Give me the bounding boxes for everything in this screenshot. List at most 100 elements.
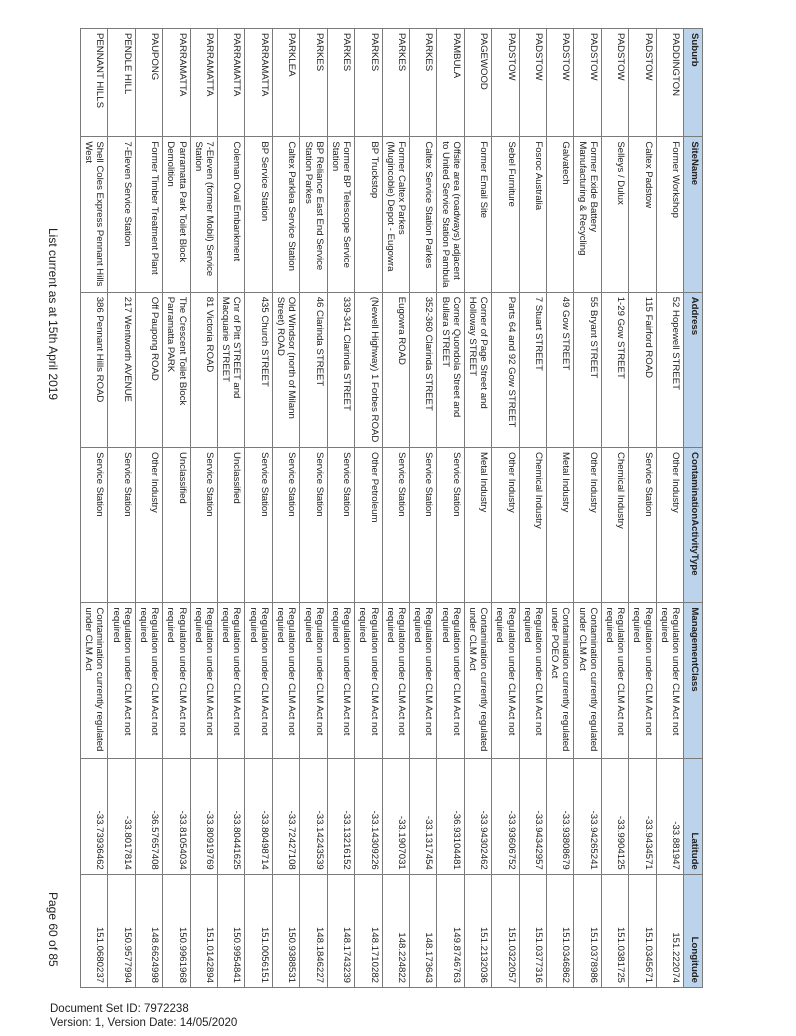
table-row: PARKES Former Caltex Parkes (Mugincoble) … — [382, 28, 410, 988]
longitude-cell: 148.6624998 — [135, 874, 163, 988]
suburb-cell: PARRAMATTA — [162, 28, 191, 137]
suburb-cell: PAMBULA — [436, 28, 465, 137]
suburb-cell: PAUPONG — [135, 28, 163, 137]
site-name-cell: 7-Eleven Service Station — [107, 136, 136, 293]
address-cell: 352-360 Clarinda STREET — [409, 292, 437, 448]
site-name-cell: Caltex Padstow — [628, 136, 657, 293]
activity-type-cell: Other Industry — [656, 447, 684, 603]
management-class-cell: Contamination currently regulated under … — [80, 602, 108, 759]
latitude-cell: -33.8017814 — [107, 758, 136, 875]
site-name-cell: Former Exide Battery Manufacturing & Rec… — [573, 136, 602, 293]
site-name-cell: Offsite area (roadways) adjacent to Unit… — [436, 136, 465, 293]
table-row: PADSTOW Galvatech 49 Gow STREET Metal Indus… — [546, 28, 574, 988]
longitude-cell: 148.173643 — [409, 874, 437, 988]
latitude-cell: -33.9904125 — [601, 758, 629, 875]
latitude-cell: -33.13216152 — [327, 758, 355, 875]
management-class-cell: Regulation under CLM Act not required — [409, 602, 437, 759]
site-name-cell: Caltex Service Station Parkes — [409, 136, 437, 293]
management-class-cell: Regulation under CLM Act not required — [217, 602, 245, 759]
site-name-cell: Former Workshop — [656, 136, 684, 293]
management-class-cell: Contamination currently regulated under … — [546, 602, 574, 759]
latitude-cell: -33.94265241 — [573, 758, 602, 875]
activity-type-cell: Service Station — [327, 447, 355, 603]
table-row: PADSTOW Sebel Furniture Parts 64 and 92 Go… — [491, 28, 520, 988]
site-name-cell: BP Reliance East End Service Station Par… — [299, 136, 328, 293]
latitude-cell: -33.1907031 — [382, 758, 410, 875]
suburb-cell: PENNANT HILLS — [80, 28, 108, 137]
suburb-cell: PADSTOW — [601, 28, 629, 137]
activity-type-cell: Other Petroleum — [354, 447, 383, 603]
contaminated-sites-table: Suburb SiteName Address ContaminationAct… — [80, 28, 703, 988]
site-name-cell: BP Service Station — [245, 136, 273, 293]
address-cell: 52 Hopewell STREET — [656, 292, 684, 448]
longitude-cell: 151.0346862 — [546, 874, 574, 988]
longitude-cell: 151.222074 — [656, 874, 684, 988]
table-row: PARKES Former BP Telescope Service Statio… — [327, 28, 355, 988]
latitude-cell: -33.1317454 — [409, 758, 437, 875]
site-name-cell: Coleman Oval Embankment — [217, 136, 245, 293]
site-name-cell: BP Truckstop — [354, 136, 383, 293]
document-footer: Document Set ID: 7972238 Version: 1, Ver… — [50, 1002, 237, 1030]
latitude-cell: -33.94342957 — [519, 758, 547, 875]
address-cell: 46 Clarinda STREET — [299, 292, 328, 448]
activity-type-cell: Service Station — [436, 447, 465, 603]
activity-type-cell: Service Station — [299, 447, 328, 603]
latitude-cell: -33.73936462 — [80, 758, 108, 875]
management-class-cell: Regulation under CLM Act not required — [436, 602, 465, 759]
table-row: PENDLE HILL 7-Eleven Service Station 217 W… — [107, 28, 136, 988]
latitude-cell: -33.80498714 — [245, 758, 273, 875]
longitude-cell: 148.1846227 — [299, 874, 328, 988]
address-cell: 435 Church STREET — [245, 292, 273, 448]
activity-type-cell: Service Station — [80, 447, 108, 603]
contaminated-sites-table-wrapper: Suburb SiteName Address ContaminationAct… — [80, 28, 703, 988]
activity-type-cell: Other Industry — [491, 447, 520, 603]
activity-type-cell: Unclassified — [162, 447, 191, 603]
site-name-cell: Caltex Parklea Service Station — [272, 136, 300, 293]
suburb-cell: PARKLEA — [272, 28, 300, 137]
address-cell: Parts 64 and 92 Gow STREET — [491, 292, 520, 448]
management-class-cell: Regulation under CLM Act not required — [354, 602, 383, 759]
latitude-cell: -33.881947 — [656, 758, 684, 875]
management-class-cell: Contamination currently regulated under … — [573, 602, 602, 759]
longitude-cell: 150.9577994 — [107, 874, 136, 988]
address-cell: 49 Gow STREET — [546, 292, 574, 448]
suburb-cell: PARKES — [382, 28, 410, 137]
table-row: PADSTOW Selleys / Dulux 1-29 Gow STREET Che… — [601, 28, 629, 988]
longitude-cell: 150.9961968 — [162, 874, 191, 988]
address-cell: Old Windsor (north of Milann Street) ROA… — [272, 292, 300, 448]
address-cell: 115 Fairford ROAD — [628, 292, 657, 448]
management-class-cell: Regulation under CLM Act not required — [135, 602, 163, 759]
table-row: PARRAMATTA Parramatta Park Toilet Block D… — [162, 28, 191, 988]
address-cell: Cnr of Pitt STREET and Macquarie STREET — [217, 292, 245, 448]
latitude-cell: -33.14243539 — [299, 758, 328, 875]
management-class-cell: Regulation under CLM Act not required — [190, 602, 218, 759]
address-cell: (Newell Highway) 1 Forbes ROAD — [354, 292, 383, 448]
suburb-cell: PADSTOW — [628, 28, 657, 137]
latitude-cell: -33.93808679 — [546, 758, 574, 875]
address-cell: Corner of Page Street and Holloway STREE… — [464, 292, 492, 448]
suburb-cell: PARRAMATTA — [217, 28, 245, 137]
table-row: PADSTOW Former Exide Battery Manufacturin… — [573, 28, 602, 988]
table-row: PARKES Caltex Service Station Parkes 352-3… — [409, 28, 437, 988]
management-class-cell: Regulation under CLM Act not required — [519, 602, 547, 759]
table-row: PARRAMATTA BP Service Station 435 Church S… — [245, 28, 273, 988]
column-header: Latitude — [683, 758, 703, 875]
longitude-cell: 151.0377316 — [519, 874, 547, 988]
latitude-cell: -36.93104481 — [436, 758, 465, 875]
address-cell: 7 Stuart STREET — [519, 292, 547, 448]
longitude-cell: 151.0345671 — [628, 874, 657, 988]
address-cell: 339-341 Clarinda STREET — [327, 292, 355, 448]
table-row: PADSTOW Caltex Padstow 115 Fairford ROAD Se… — [628, 28, 657, 988]
activity-type-cell: Chemical Industry — [519, 447, 547, 603]
suburb-cell: PADDINGTON — [656, 28, 684, 137]
address-cell: Corner Quondola Street and Bullara STREE… — [436, 292, 465, 448]
table-row: PARKES BP Truckstop (Newell Highway) 1 For… — [354, 28, 383, 988]
site-name-cell: Selleys / Dulux — [601, 136, 629, 293]
latitude-cell: -33.80919769 — [190, 758, 218, 875]
activity-type-cell: Metal Industry — [546, 447, 574, 603]
table-row: PAGEWOOD Former Email Site Corner of Page … — [464, 28, 492, 988]
latitude-cell: -36.57657408 — [135, 758, 163, 875]
suburb-cell: PADSTOW — [573, 28, 602, 137]
table-row: PAMBULA Offsite area (roadways) adjacent … — [436, 28, 465, 988]
list-current-date: List current as at 15th April 2019 — [46, 228, 60, 401]
